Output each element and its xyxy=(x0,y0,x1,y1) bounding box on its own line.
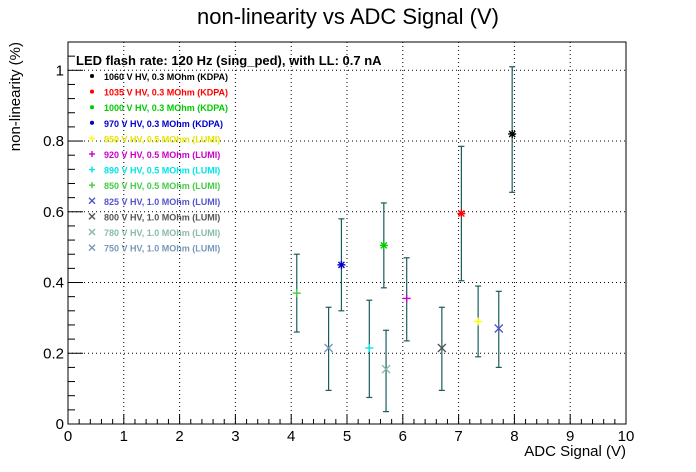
y-tick-label: 0.4 xyxy=(43,275,64,292)
legend-marker xyxy=(88,212,96,220)
legend-label: 950 V HV, 0.5 MOhm (LUMI) xyxy=(104,134,220,144)
x-tick-label: 10 xyxy=(618,428,635,445)
legend: 1060 V HV, 0.3 MOhm (KDPA) 1035 V HV, 0.3… xyxy=(88,72,228,254)
data-point xyxy=(337,260,346,269)
error-bar xyxy=(509,66,516,193)
data-point xyxy=(457,209,466,218)
legend-marker xyxy=(89,166,95,173)
legend-label: 800 V HV, 1.0 MOhm (LUMI) xyxy=(104,212,220,222)
data-point xyxy=(474,317,483,326)
data-markers xyxy=(292,129,517,374)
error-bars xyxy=(293,66,516,413)
x-tick-label: 7 xyxy=(454,428,462,445)
data-point xyxy=(365,343,374,352)
legend-label: 750 V HV, 1.0 MOhm (LUMI) xyxy=(104,244,220,254)
legend-label: 1000 V HV, 0.3 MOhm (KDPA) xyxy=(104,103,228,113)
legend-marker xyxy=(90,89,94,94)
x-tick-label: 6 xyxy=(399,428,407,445)
x-tick-label: 3 xyxy=(231,428,239,445)
legend-marker xyxy=(88,244,96,252)
chart-title: non-linearity vs ADC Signal (V) xyxy=(197,4,499,29)
legend-label: 850 V HV, 0.5 MOhm (LUMI) xyxy=(104,181,220,191)
legend-label: 920 V HV, 0.5 MOhm (LUMI) xyxy=(104,150,220,160)
y-tick-label: 0.6 xyxy=(43,204,64,221)
x-tick-label: 1 xyxy=(120,428,128,445)
x-tick-label: 4 xyxy=(287,428,295,445)
y-tick-label: 0.2 xyxy=(43,345,64,362)
legend-marker xyxy=(89,135,95,142)
legend-marker xyxy=(89,182,95,189)
x-tick-label: 8 xyxy=(510,428,518,445)
x-tick-label: 2 xyxy=(175,428,183,445)
grid xyxy=(68,42,626,424)
axes: 0 1 2 3 4 5 6 7 8 9 10 0 0.2 0.4 0.6 0.8 1 xyxy=(43,55,635,445)
x-tick-label: 5 xyxy=(343,428,351,445)
data-point xyxy=(324,343,334,353)
data-point xyxy=(379,241,388,250)
y-tick-label: 0 xyxy=(56,416,64,433)
data-point xyxy=(508,129,517,138)
legend-label: 970 V HV, 0.3 MOhm (KDPA) xyxy=(104,119,223,129)
y-tick-label: 0.8 xyxy=(43,133,64,150)
chart-annotation: LED flash rate: 120 Hz (sing_ped), with … xyxy=(76,53,382,68)
x-tick-label: 0 xyxy=(64,428,72,445)
y-axis-label: non-linearity (%) xyxy=(7,42,24,151)
y-tick-label: 1 xyxy=(56,62,64,79)
x-tick-label: 9 xyxy=(566,428,574,445)
legend-marker xyxy=(88,197,96,205)
x-axis-label: ADC Signal (V) xyxy=(524,443,626,460)
error-bar xyxy=(383,329,390,413)
data-point xyxy=(381,364,391,374)
legend-marker xyxy=(90,74,94,78)
legend-marker xyxy=(90,105,94,110)
legend-marker xyxy=(88,228,96,236)
legend-label: 825 V HV, 1.0 MOhm (LUMI) xyxy=(104,197,220,207)
data-point xyxy=(292,289,301,298)
legend-label: 1035 V HV, 0.3 MOhm (KDPA) xyxy=(104,88,228,98)
data-point xyxy=(494,324,504,333)
legend-marker xyxy=(90,120,94,125)
data-point xyxy=(437,343,447,353)
legend-marker xyxy=(89,151,95,157)
legend-label: 780 V HV, 1.0 MOhm (LUMI) xyxy=(104,228,220,238)
data-point xyxy=(402,294,411,303)
legend-label: 1060 V HV, 0.3 MOhm (KDPA) xyxy=(104,72,228,82)
legend-label: 890 V HV, 0.5 MOhm (LUMI) xyxy=(104,166,220,176)
